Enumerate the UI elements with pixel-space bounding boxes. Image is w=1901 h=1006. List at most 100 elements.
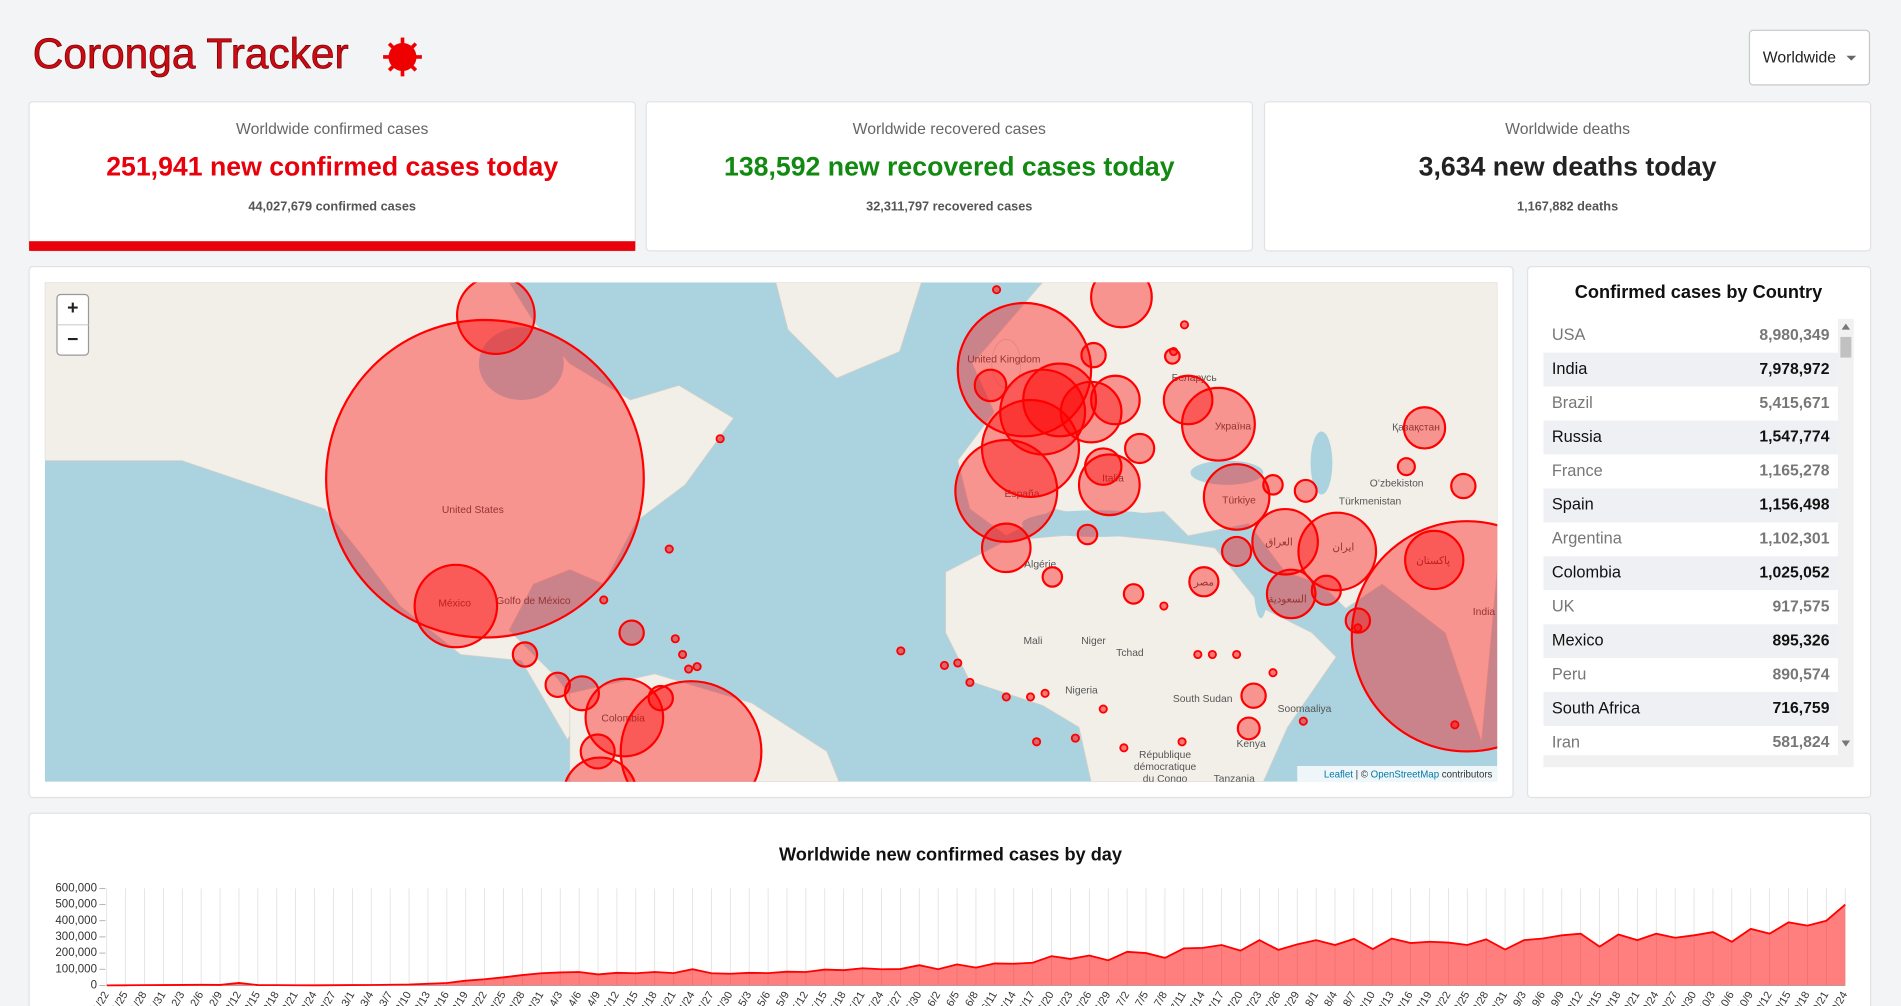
case-circle[interactable] [455, 276, 536, 355]
case-circle[interactable] [1076, 523, 1099, 546]
case-circle[interactable] [1059, 380, 1123, 444]
case-circle[interactable] [715, 434, 725, 444]
region-select[interactable]: Worldwide [1748, 29, 1871, 86]
case-circle[interactable] [1350, 520, 1582, 753]
case-circle[interactable] [896, 646, 906, 656]
case-circle[interactable] [1293, 478, 1318, 503]
case-circle[interactable] [1202, 463, 1271, 531]
case-circle[interactable] [1193, 649, 1203, 660]
case-circle[interactable] [1220, 535, 1253, 568]
case-circle[interactable] [1268, 668, 1278, 678]
map[interactable]: United States México Golfo de México Colomb… [44, 267, 1582, 831]
case-circle[interactable] [953, 658, 963, 668]
region-select-value[interactable]: Worldwide [1763, 49, 1836, 66]
case-circle[interactable] [965, 677, 975, 687]
case-circle[interactable] [325, 318, 645, 639]
case-circle[interactable] [1404, 529, 1465, 591]
case-circle[interactable] [1119, 743, 1129, 753]
case-circle[interactable] [1083, 447, 1123, 486]
case-circle[interactable] [1090, 374, 1141, 426]
case-circle[interactable] [1179, 320, 1190, 330]
case-circle[interactable] [684, 664, 694, 674]
case-circle[interactable] [1122, 583, 1145, 605]
table-row[interactable]: USA 8,980,349 [1543, 318, 1838, 353]
case-circle[interactable] [1310, 574, 1342, 606]
map-label: Mali [1023, 636, 1042, 647]
table-row[interactable]: Iran 581,824 [1543, 726, 1838, 760]
case-circle[interactable] [619, 680, 763, 822]
table-row[interactable]: Peru 890,574 [1543, 658, 1838, 693]
summary-card[interactable]: Worldwide deaths 3,634 new deaths today 1,… [1263, 101, 1872, 252]
case-circle[interactable] [1123, 432, 1156, 465]
case-circle[interactable] [413, 563, 499, 649]
zoom-in[interactable]: + [67, 297, 78, 319]
case-circle[interactable] [564, 756, 637, 831]
table-row[interactable]: Mexico 895,326 [1543, 624, 1838, 659]
country-name: USA [1552, 326, 1586, 344]
case-circle[interactable] [1236, 716, 1261, 741]
table-row[interactable]: Argentina 1,102,301 [1543, 522, 1838, 557]
case-circle[interactable] [980, 522, 1032, 574]
case-circle[interactable] [1188, 566, 1220, 598]
summary-card[interactable]: Worldwide recovered cases 138,592 new rec… [645, 101, 1253, 252]
table-row[interactable]: Colombia 1,025,052 [1543, 556, 1838, 591]
row-bg [1543, 726, 1838, 756]
row-bg [1543, 556, 1838, 591]
case-circle[interactable] [1070, 733, 1080, 743]
case-circle[interactable] [1450, 472, 1477, 500]
table-row[interactable]: France 1,165,278 [1543, 454, 1838, 489]
case-circle[interactable] [1240, 682, 1267, 709]
case-circle[interactable] [1041, 566, 1064, 588]
case-circle[interactable] [939, 660, 949, 670]
table-row[interactable]: Russia 1,547,774 [1543, 420, 1838, 455]
case-circle[interactable] [1177, 737, 1187, 747]
case-circle[interactable] [1159, 601, 1169, 611]
case-circle[interactable] [511, 641, 539, 668]
case-circle[interactable] [956, 301, 1093, 438]
zoom-out[interactable]: − [67, 329, 78, 351]
case-circle[interactable] [1353, 623, 1363, 633]
case-circle[interactable] [1001, 692, 1011, 702]
table-row[interactable]: UK 917,575 [1543, 590, 1838, 625]
case-circle[interactable] [618, 619, 645, 646]
case-circle[interactable] [1080, 341, 1107, 369]
case-circle[interactable] [670, 634, 680, 644]
table-scrollbar[interactable] [1543, 318, 1854, 768]
case-circle[interactable] [1396, 457, 1416, 477]
case-circle[interactable] [544, 671, 571, 699]
case-circle[interactable] [1344, 607, 1372, 634]
case-circle[interactable] [599, 595, 609, 605]
table-row[interactable]: Spain 1,156,498 [1543, 488, 1838, 523]
case-circle[interactable] [1169, 346, 1179, 357]
case-circle[interactable] [664, 544, 674, 554]
case-circle[interactable] [1207, 649, 1217, 660]
case-circle[interactable] [692, 662, 702, 672]
case-circle[interactable] [1040, 688, 1050, 698]
case-circle[interactable] [992, 285, 1002, 295]
map-label: Kenya [1237, 739, 1266, 750]
case-circle[interactable] [1032, 737, 1042, 747]
table-row[interactable]: South Africa 716,759 [1543, 692, 1838, 727]
case-circle[interactable] [973, 368, 1008, 403]
case-circle[interactable] [1232, 649, 1242, 660]
osm-link[interactable]: OpenStreetMap [1371, 769, 1439, 780]
case-circle[interactable] [1262, 474, 1284, 496]
case-circle[interactable] [1098, 704, 1108, 714]
case-circle[interactable] [1265, 568, 1317, 620]
case-circle[interactable] [1450, 720, 1460, 730]
case-circle[interactable] [1090, 267, 1153, 329]
leaflet-link[interactable]: Leaflet [1324, 769, 1353, 780]
case-circle[interactable] [1298, 716, 1308, 726]
case-circle[interactable] [1297, 511, 1378, 592]
zoom-control: + − [56, 293, 90, 356]
case-circle[interactable] [1251, 507, 1319, 576]
case-circle[interactable] [1402, 406, 1447, 450]
case-circle[interactable] [647, 684, 674, 712]
case-circle[interactable] [1162, 374, 1214, 426]
table-row[interactable]: India 7,978,972 [1543, 352, 1838, 387]
case-circle[interactable] [678, 649, 688, 660]
summary-card[interactable]: Worldwide confirmed cases 251,941 new con… [28, 101, 636, 252]
case-circle[interactable] [954, 438, 1059, 543]
table-row[interactable]: Brazil 5,415,671 [1543, 386, 1838, 421]
case-circle[interactable] [1025, 692, 1036, 702]
